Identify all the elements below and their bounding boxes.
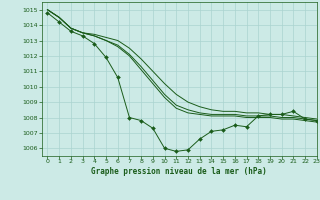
X-axis label: Graphe pression niveau de la mer (hPa): Graphe pression niveau de la mer (hPa) [91, 167, 267, 176]
